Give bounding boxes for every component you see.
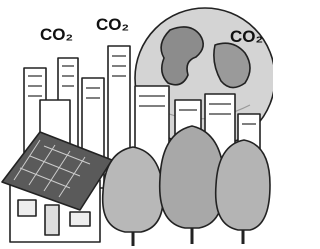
tree	[216, 140, 270, 230]
co2-label: CO₂	[40, 25, 73, 44]
tree	[160, 126, 224, 228]
body: CO₂ CO₂ CO₂ (() => { const data = JSON.p…	[0, 0, 320, 249]
co2-label: CO₂	[96, 15, 129, 34]
co2-label: CO₂	[230, 27, 263, 46]
illustration: CO₂ CO₂ CO₂	[0, 0, 273, 249]
window	[70, 212, 90, 226]
door	[45, 205, 59, 235]
page: {"labels": ["CO₂", "CO₂", "CO₂"]} html, …	[0, 0, 320, 249]
window	[18, 200, 36, 216]
trunks	[133, 228, 243, 246]
